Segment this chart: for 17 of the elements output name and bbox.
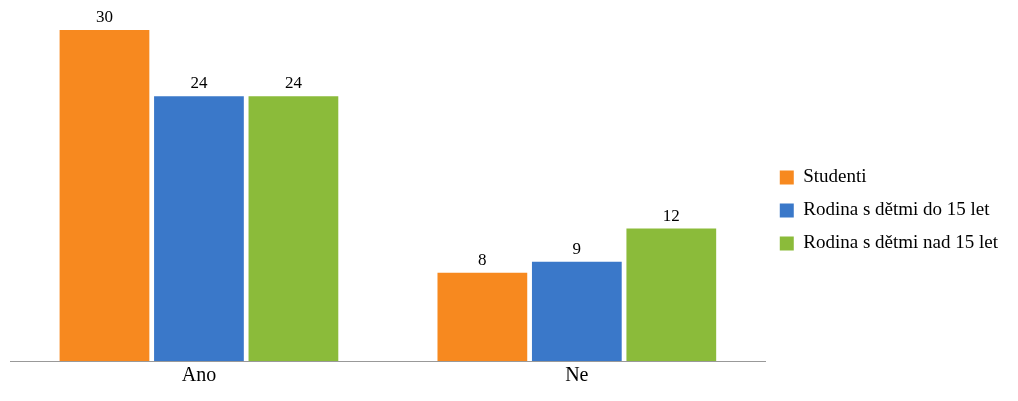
x-tick-label: Ne [565,363,589,386]
bar [154,96,244,361]
bar [531,261,622,361]
bar [437,272,528,361]
bar [248,96,339,361]
data-label: 9 [572,238,582,258]
bar [626,228,717,361]
legend-label: Studenti [803,165,867,187]
legend-label: Rodina s dětmi do 15 let [803,198,991,220]
bar [59,30,150,361]
legend-label: Rodina s dětmi nad 15 let [803,231,999,253]
data-label: 24 [284,73,303,93]
x-tick-label: Ano [181,363,217,386]
data-label: 12 [662,205,680,225]
data-label: 24 [190,73,208,93]
data-label: 8 [478,249,487,269]
data-label: 30 [95,6,113,26]
